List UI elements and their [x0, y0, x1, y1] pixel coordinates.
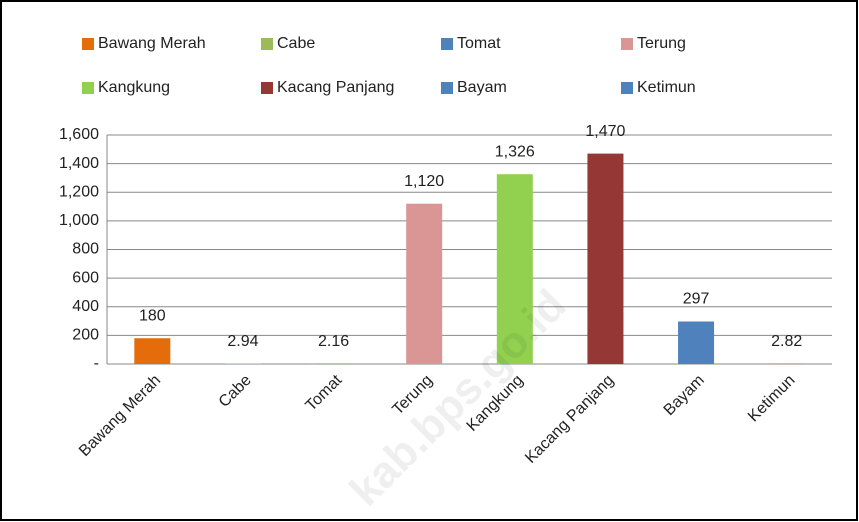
y-tick-label: 1,200 — [59, 183, 99, 200]
bar — [134, 338, 171, 364]
legend-swatch — [441, 38, 453, 50]
legend-label: Bawang Merah — [98, 35, 206, 52]
legend-swatch — [441, 82, 453, 94]
y-tick-label: - — [94, 355, 99, 372]
y-tick-label: 400 — [72, 298, 99, 315]
data-label: 2.82 — [771, 333, 802, 350]
y-tick-label: 200 — [72, 327, 99, 344]
legend-swatch — [261, 38, 273, 50]
bar — [587, 153, 624, 364]
legend-label: Kacang Panjang — [277, 79, 394, 96]
legend-swatch — [261, 82, 273, 94]
y-tick-label: 1,000 — [59, 212, 99, 229]
legend-swatch — [82, 82, 94, 94]
y-tick-label: 1,600 — [59, 126, 99, 143]
data-label: 1,326 — [495, 143, 535, 160]
y-tick-label: 600 — [72, 269, 99, 286]
bar — [406, 203, 443, 364]
data-label: 1,120 — [404, 173, 444, 190]
legend-label: Tomat — [457, 35, 501, 52]
y-tick-label: 800 — [72, 241, 99, 258]
legend-swatch — [621, 82, 633, 94]
legend-label: Terung — [637, 35, 686, 52]
data-label: 1,470 — [585, 123, 625, 140]
y-tick-label: 1,400 — [59, 155, 99, 172]
legend-swatch — [621, 38, 633, 50]
legend-label: Ketimun — [637, 79, 696, 96]
legend-swatch — [82, 38, 94, 50]
data-label: 297 — [683, 291, 710, 308]
data-label: 2.94 — [227, 333, 258, 350]
data-label: 2.16 — [318, 333, 349, 350]
legend-label: Bayam — [457, 79, 507, 96]
legend-label: Cabe — [277, 35, 315, 52]
bar — [496, 174, 533, 364]
bar — [678, 321, 715, 364]
data-label: 180 — [139, 307, 166, 324]
legend-label: Kangkung — [98, 79, 170, 96]
